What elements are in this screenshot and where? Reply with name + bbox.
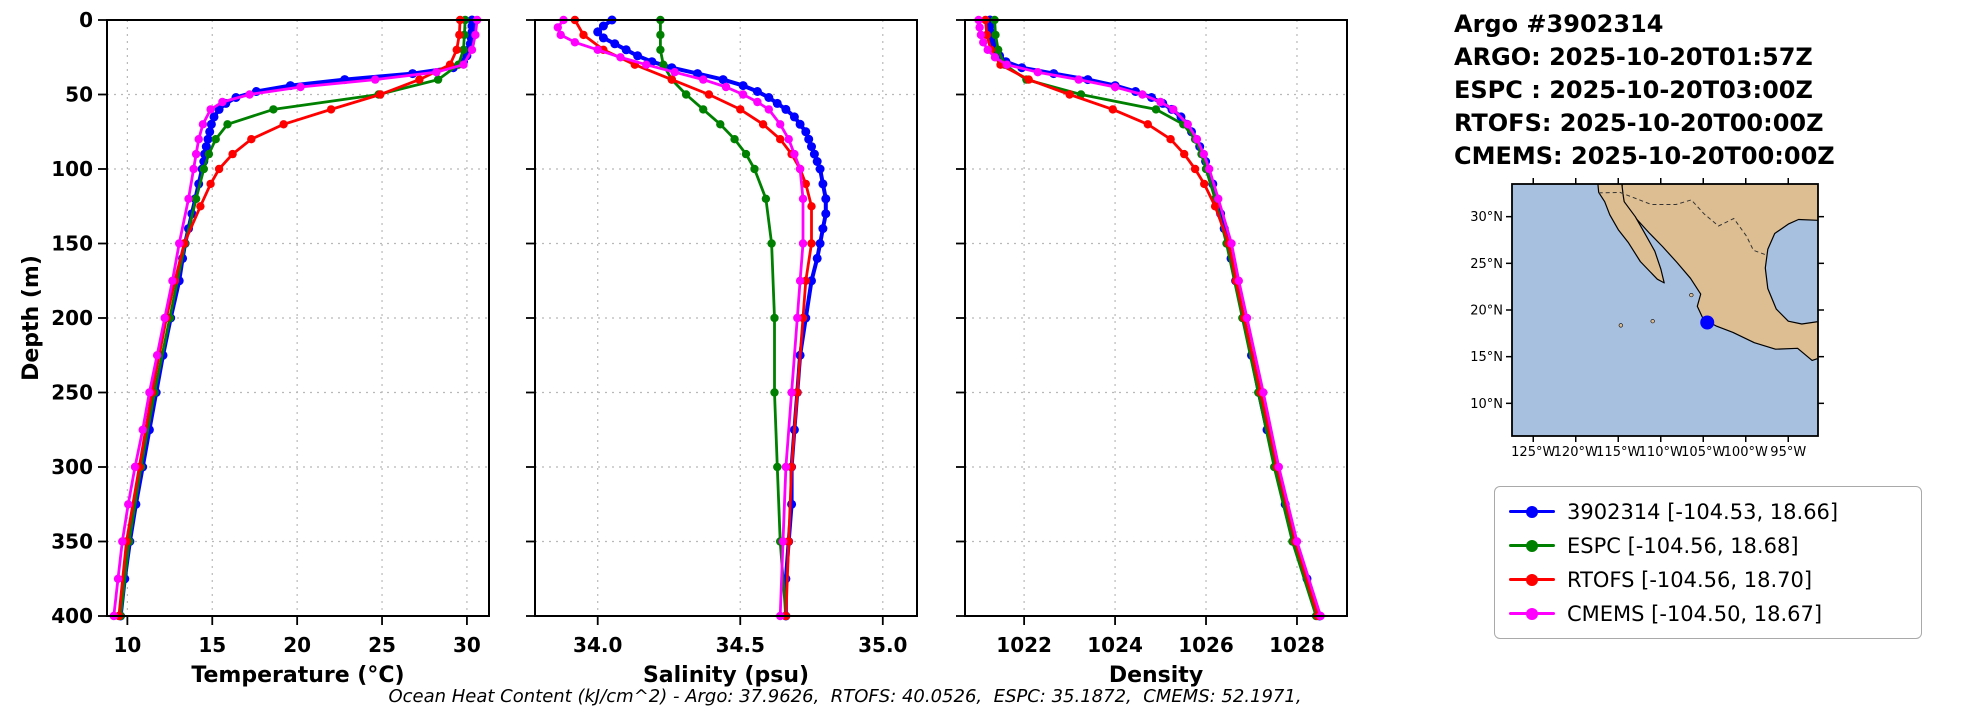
legend-label: 3902314 [-104.53, 18.66] <box>1567 499 1839 524</box>
svg-text:10°N: 10°N <box>1470 397 1503 412</box>
svg-text:100°W: 100°W <box>1724 445 1768 460</box>
svg-text:1028: 1028 <box>1269 633 1325 657</box>
svg-text:125°W: 125°W <box>1511 445 1555 460</box>
legend-label: RTOFS [-104.56, 18.70] <box>1567 567 1813 592</box>
float-position-marker <box>1700 315 1715 330</box>
legend-item-argo: 3902314 [-104.53, 18.66] <box>1509 496 1907 527</box>
svg-text:0: 0 <box>79 8 93 32</box>
legend: 3902314 [-104.53, 18.66] ESPC [-104.56, … <box>1494 486 1922 639</box>
svg-text:400: 400 <box>51 604 93 628</box>
land-area <box>1597 184 1665 284</box>
svg-text:300: 300 <box>51 455 93 479</box>
series-CMEMS <box>974 15 1325 621</box>
svg-text:1026: 1026 <box>1178 633 1234 657</box>
legend-label: CMEMS [-104.50, 18.67] <box>1567 601 1823 626</box>
cmems-line-marker-icon <box>1509 607 1555 621</box>
svg-text:25: 25 <box>368 633 396 657</box>
temperature-profile-chart: 10 15 20 25 30 0 50 100 150 200 250 300 350 400 Temper… <box>12 0 497 716</box>
location-map: 30°N 25°N 20°N 15°N 10°N 125°W120°W115°W110°W… <box>1470 178 1824 460</box>
svg-text:200: 200 <box>51 306 93 330</box>
svg-text:15: 15 <box>198 633 226 657</box>
argo-timestamp: ARGO: 2025-10-20T01:57Z <box>1454 43 1813 71</box>
svg-text:115°W: 115°W <box>1596 445 1640 460</box>
espc-line-marker-icon <box>1509 539 1555 553</box>
espc-timestamp: ESPC : 2025-10-20T03:00Z <box>1454 76 1813 104</box>
svg-text:1024: 1024 <box>1087 633 1143 657</box>
argo-line-marker-icon <box>1509 505 1555 519</box>
svg-text:100: 100 <box>51 157 93 181</box>
island <box>1650 319 1655 324</box>
rtofs-line-marker-icon <box>1509 573 1555 587</box>
island <box>1689 292 1694 298</box>
svg-text:34.5: 34.5 <box>716 633 765 657</box>
svg-text:120°W: 120°W <box>1554 445 1598 460</box>
profile-plots: 10 15 20 25 30 0 50 100 150 200 250 300 350 400 Temper… <box>12 0 1357 716</box>
svg-text:30: 30 <box>453 633 481 657</box>
land-area <box>1620 184 1818 361</box>
island <box>1618 323 1623 328</box>
svg-text:20°N: 20°N <box>1470 304 1503 319</box>
svg-text:25°N: 25°N <box>1470 257 1503 272</box>
svg-text:34.0: 34.0 <box>573 633 622 657</box>
svg-text:20: 20 <box>283 633 311 657</box>
legend-item-rtofs: RTOFS [-104.56, 18.70] <box>1509 564 1907 595</box>
rtofs-timestamp: RTOFS: 2025-10-20T00:00Z <box>1454 109 1824 137</box>
ocean-heat-content-caption: Ocean Heat Content (kJ/cm^2) - Argo: 37.… <box>388 686 1302 707</box>
legend-item-cmems: CMEMS [-104.50, 18.67] <box>1509 598 1907 629</box>
svg-text:10: 10 <box>113 633 141 657</box>
svg-text:35.0: 35.0 <box>858 633 907 657</box>
svg-text:150: 150 <box>51 232 93 256</box>
svg-text:350: 350 <box>51 530 93 554</box>
legend-item-espc: ESPC [-104.56, 18.68] <box>1509 530 1907 561</box>
legend-label: ESPC [-104.56, 18.68] <box>1567 533 1799 558</box>
svg-text:Density: Density <box>1109 663 1203 688</box>
svg-text:95°W: 95°W <box>1770 445 1806 460</box>
svg-text:110°W: 110°W <box>1639 445 1683 460</box>
series-RTOFS <box>981 15 1323 621</box>
series-CMEMS <box>553 15 808 621</box>
svg-text:50: 50 <box>65 83 93 107</box>
svg-text:Depth (m): Depth (m) <box>19 255 44 381</box>
info-panel: Argo #3902314 ARGO: 2025-10-20T01:57Z ES… <box>1454 0 1967 712</box>
svg-text:1022: 1022 <box>996 633 1052 657</box>
density-profile-chart: 1022 1024 1026 1028 Density <box>951 0 1357 716</box>
series-CMEMS <box>109 15 482 621</box>
svg-text:250: 250 <box>51 381 93 405</box>
svg-text:105°W: 105°W <box>1681 445 1725 460</box>
svg-text:15°N: 15°N <box>1470 350 1503 365</box>
svg-text:Temperature (°C): Temperature (°C) <box>191 663 404 688</box>
us-mexico-border <box>1598 191 1767 256</box>
svg-text:Salinity (psu): Salinity (psu) <box>643 663 809 688</box>
figure-title: Argo #3902314 <box>1454 10 1664 38</box>
svg-text:30°N: 30°N <box>1470 210 1503 225</box>
header-text-block: Argo #3902314 ARGO: 2025-10-20T01:57Z ES… <box>1454 8 1835 173</box>
salinity-profile-chart: 34.0 34.5 35.0 Salinity (psu) <box>521 0 927 716</box>
cmems-timestamp: CMEMS: 2025-10-20T00:00Z <box>1454 142 1835 170</box>
